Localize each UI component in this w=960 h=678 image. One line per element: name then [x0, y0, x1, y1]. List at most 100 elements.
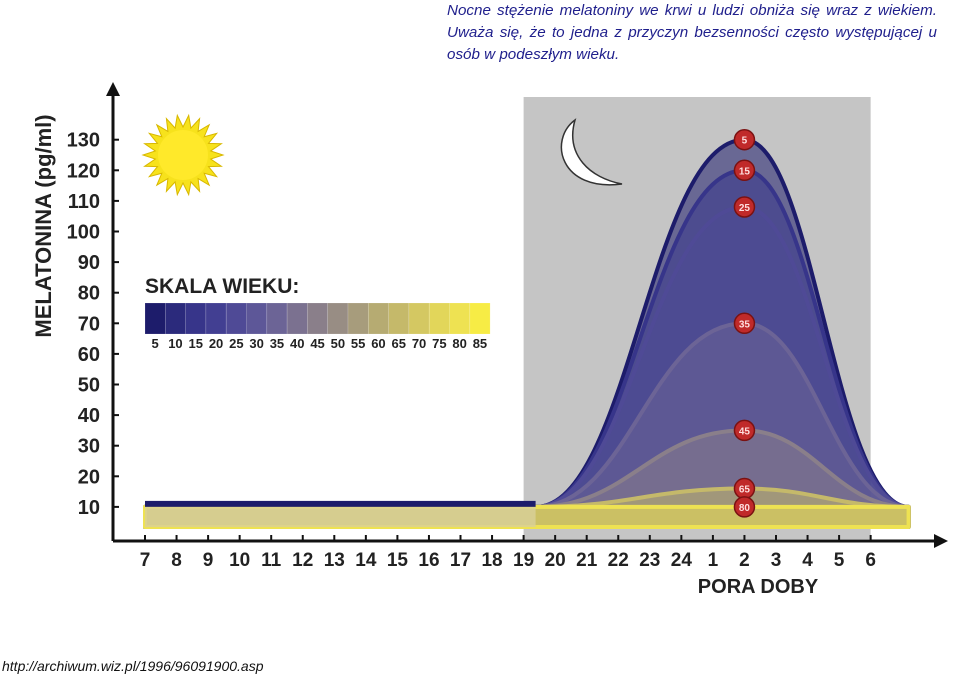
x-tick-label: 12	[292, 550, 313, 571]
legend-swatch	[408, 302, 430, 335]
x-tick-label: 19	[513, 550, 534, 571]
legend-swatch	[327, 302, 349, 335]
x-tick-label: 1	[708, 550, 719, 571]
x-tick-label: 16	[418, 550, 439, 571]
x-tick-label: 3	[771, 550, 782, 571]
sun-icon	[141, 113, 225, 197]
legend-label: 80	[452, 336, 466, 351]
legend-swatch	[225, 302, 247, 335]
legend-swatch	[388, 302, 410, 335]
x-tick-label: 6	[865, 550, 876, 571]
legend-title: SKALA WIEKU:	[145, 275, 299, 298]
x-tick-label: 2	[739, 550, 750, 571]
x-tick-label: 23	[639, 550, 660, 571]
y-tick-label: 60	[78, 344, 100, 366]
source-url: http://archiwum.wiz.pl/1996/96091900.asp	[2, 658, 264, 674]
legend-label: 70	[412, 336, 426, 351]
peak-marker-25	[733, 196, 756, 218]
x-tick-label: 9	[203, 550, 214, 571]
peak-marker-label: 45	[739, 426, 751, 437]
x-tick-label: 5	[834, 550, 845, 571]
peak-marker-80	[733, 496, 756, 518]
legend-label: 10	[168, 336, 182, 351]
legend-swatch	[246, 302, 268, 335]
x-tick-label: 24	[671, 550, 693, 571]
x-axis-label: PORA DOBY	[698, 576, 819, 598]
legend-swatch	[449, 302, 471, 335]
legend-label: 65	[392, 336, 406, 351]
x-tick-label: 4	[802, 550, 813, 571]
x-tick-label: 20	[545, 550, 566, 571]
peak-marker-label: 35	[739, 319, 751, 330]
legend-swatch	[286, 302, 308, 335]
x-tick-label: 11	[261, 550, 282, 571]
y-tick-label: 20	[78, 466, 100, 488]
legend-swatch	[144, 302, 166, 335]
peak-marker-35	[733, 312, 756, 335]
x-tick-label: 21	[576, 550, 598, 571]
legend-swatch	[428, 302, 450, 335]
legend-swatch	[307, 302, 328, 335]
legend-label: 50	[331, 336, 345, 351]
x-tick-label: 17	[450, 550, 471, 571]
daytime-band	[145, 506, 536, 527]
x-tick-label: 8	[171, 550, 182, 571]
y-tick-labels: 130 120 110 100 90 80 70 60 50 40 30 20 10	[67, 130, 119, 519]
legend-label: 5	[152, 336, 159, 351]
y-axis-arrow	[106, 82, 120, 96]
y-tick-label: 10	[78, 497, 100, 519]
legend-swatch	[205, 302, 227, 335]
y-tick-label: 120	[67, 160, 100, 182]
legend-label: 85	[473, 336, 487, 351]
x-tick-label: 7	[140, 550, 151, 571]
y-axis-label: MELATONINA (pg/ml)	[31, 114, 56, 337]
age-scale-legend: 5 10 15 20 25 30 35 40 45 50 55 60 65 70 75 80 85	[144, 302, 491, 351]
legend-label: 25	[229, 336, 243, 351]
x-tick-label: 14	[355, 550, 377, 571]
legend-swatch	[266, 302, 288, 335]
y-tick-label: 30	[78, 436, 100, 458]
legend-label: 30	[249, 336, 263, 351]
peak-marker-label: 5	[742, 136, 748, 147]
x-axis-arrow	[934, 534, 948, 548]
chart-caption: Nocne stężenie melatoniny we krwi u ludz…	[447, 2, 937, 63]
y-tick-label: 130	[67, 130, 100, 152]
y-tick-label: 70	[78, 313, 100, 335]
legend-label: 55	[351, 336, 365, 351]
peak-marker-label: 80	[739, 503, 751, 514]
baseline-band	[145, 500, 536, 507]
y-tick-label: 90	[78, 252, 100, 274]
legend-swatch	[367, 302, 389, 335]
y-tick-label: 50	[78, 375, 100, 397]
peak-marker-label: 65	[739, 485, 751, 496]
x-tick-label: 13	[324, 550, 345, 571]
legend-label: 15	[189, 336, 203, 351]
peak-marker-5	[733, 128, 756, 151]
legend-label: 40	[290, 336, 304, 351]
y-tick-label: 80	[78, 283, 100, 305]
peak-marker-45	[733, 419, 756, 442]
x-tick-label: 18	[481, 550, 502, 571]
legend-swatch	[185, 302, 207, 335]
legend-swatch	[165, 302, 186, 335]
y-tick-label: 40	[78, 405, 100, 427]
peak-marker-label: 25	[739, 203, 751, 214]
x-tick-labels: 7 8 9 10 11 12 13 14 15 16 17 18 19 20 21 22 23 24 1 2 3 4 5 6	[140, 535, 876, 571]
y-tick-label: 110	[68, 191, 100, 213]
crescent-moon-icon	[560, 118, 623, 186]
legend-label: 45	[310, 336, 324, 351]
sun-disc	[158, 130, 208, 180]
x-tick-label: 15	[387, 550, 409, 571]
peak-marker-15	[733, 159, 756, 182]
legend-label: 20	[209, 336, 223, 351]
peak-markers: 5 15 25 35 45 65 80	[733, 128, 756, 518]
legend-label: 60	[371, 336, 385, 351]
legend-label: 75	[432, 336, 446, 351]
y-tick-label: 100	[67, 222, 100, 244]
legend-swatch	[347, 302, 369, 335]
peak-marker-label: 15	[739, 166, 751, 177]
x-tick-label: 10	[229, 550, 250, 571]
legend-label: 35	[270, 336, 284, 351]
legend-swatch	[469, 302, 491, 335]
